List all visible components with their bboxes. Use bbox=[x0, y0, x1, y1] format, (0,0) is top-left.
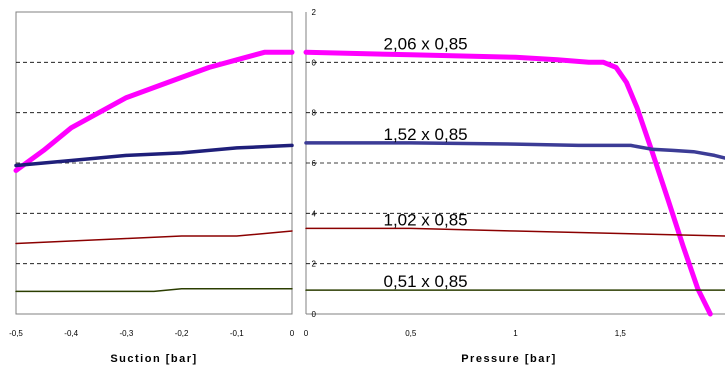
left-series-line-4 bbox=[15, 288, 293, 293]
right-gridlines bbox=[306, 61, 725, 265]
right-x-tick-label: 0 bbox=[304, 329, 309, 338]
left-series-line-3 bbox=[15, 230, 293, 245]
right-x-tick-label: 1,5 bbox=[615, 329, 627, 338]
curve-label-4: 0,51 x 0,85 bbox=[384, 272, 468, 291]
right-y-tick-label: 2 bbox=[312, 8, 317, 17]
left-x-tick-label: -0,2 bbox=[175, 329, 189, 338]
curve-label-1: 2,06 x 0,85 bbox=[384, 34, 468, 53]
right-y-tick-label: 2 bbox=[312, 260, 317, 269]
left-plot-panel: -0,5 -0,4 -0,3 -0,2 -0,1 0 Suction [bar] bbox=[9, 11, 295, 365]
right-y-tick-label: 4 bbox=[312, 209, 317, 218]
right-x-tick-label: 0,5 bbox=[405, 329, 417, 338]
left-series-line-2 bbox=[14, 143, 294, 168]
left-x-tick-label: -0,4 bbox=[64, 329, 78, 338]
right-series-line-2 bbox=[304, 141, 725, 160]
right-series-group bbox=[303, 49, 725, 317]
right-series-line-3 bbox=[305, 227, 725, 237]
right-y-tick-labels: 0 2 4 6 8 0 2 bbox=[312, 8, 317, 319]
right-x-tick-labels: 0 0,5 1 1,5 bbox=[304, 329, 627, 338]
left-x-tick-label: -0,1 bbox=[230, 329, 244, 338]
right-x-axis-title: Pressure [bar] bbox=[461, 353, 557, 365]
left-series-line-1 bbox=[13, 49, 295, 173]
left-x-tick-labels: -0,5 -0,4 -0,3 -0,2 -0,1 0 bbox=[9, 329, 295, 338]
right-y-tick-label: 8 bbox=[312, 109, 317, 118]
left-x-axis-title: Suction [bar] bbox=[110, 353, 197, 365]
left-x-tick-label: -0,3 bbox=[120, 329, 134, 338]
right-y-tick-label: 0 bbox=[312, 58, 317, 67]
right-x-tick-label: 1 bbox=[513, 329, 518, 338]
right-series-line-1 bbox=[303, 49, 713, 317]
curve-label-3: 1,02 x 0,85 bbox=[384, 210, 468, 229]
left-x-tick-label: -0,5 bbox=[9, 329, 23, 338]
right-y-tick-label: 0 bbox=[312, 310, 317, 319]
right-y-tick-label: 6 bbox=[312, 159, 317, 168]
left-series-group bbox=[13, 49, 295, 293]
left-x-tick-label: 0 bbox=[290, 329, 295, 338]
right-plot-panel: 0 2 4 6 8 0 2 0 0,5 1 1,5 2,06 x 0,85 1,52 x 0,85 1… bbox=[303, 8, 725, 365]
curve-label-2: 1,52 x 0,85 bbox=[384, 125, 468, 144]
right-curve-labels: 2,06 x 0,85 1,52 x 0,85 1,02 x 0,85 0,51 x … bbox=[384, 34, 468, 291]
